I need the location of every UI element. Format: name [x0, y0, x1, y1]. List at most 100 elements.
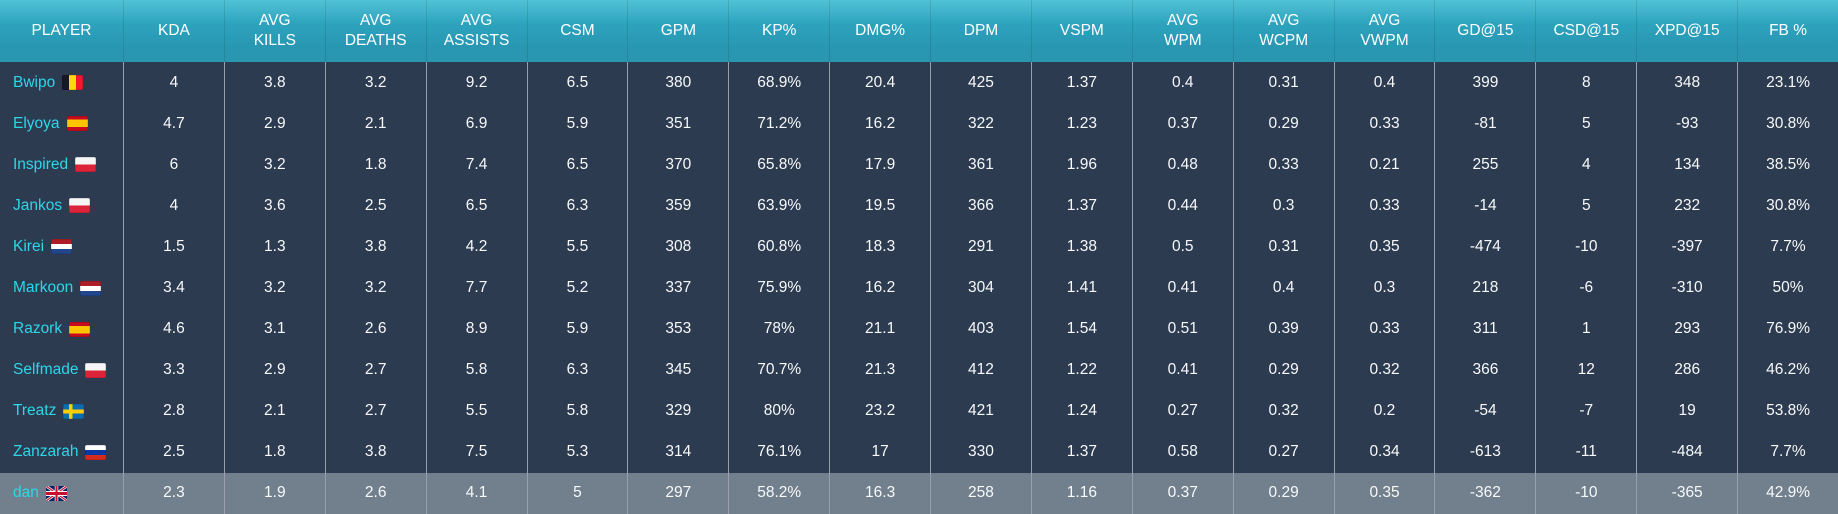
- cell-vspm: 1.37: [1030, 62, 1132, 104]
- cell-dpm: 330: [930, 431, 1031, 473]
- cell-dmg_pct: 17: [829, 431, 930, 473]
- cell-avg_wpm: 0.5: [1131, 226, 1233, 268]
- player-link[interactable]: Razork: [13, 320, 63, 338]
- player-link[interactable]: Bwipo: [13, 73, 56, 91]
- cell-kp_pct: 68.9%: [728, 62, 829, 104]
- player-link[interactable]: Markoon: [13, 279, 74, 297]
- column-header-kda[interactable]: KDA: [123, 0, 224, 62]
- column-header-fb_pct[interactable]: FB %: [1737, 0, 1838, 62]
- player-link[interactable]: dan: [13, 484, 39, 502]
- cell-dpm: 412: [930, 349, 1031, 391]
- cell-dmg_pct: 17.9: [829, 144, 930, 186]
- player-link[interactable]: Inspired: [13, 155, 69, 173]
- cell-vspm: 1.37: [1030, 185, 1132, 227]
- cell-avg_wpm: 0.51: [1131, 308, 1233, 350]
- player-link[interactable]: Kirei: [13, 237, 45, 255]
- cell-avg_wpm: 0.4: [1131, 62, 1233, 104]
- column-header-csm[interactable]: CSM: [526, 0, 628, 62]
- cell-avg_deaths: 2.1: [324, 103, 426, 145]
- cell-csd_at_15: 8: [1535, 62, 1636, 104]
- table-row: Elyoya 4.7 2.9 2.1 6.9 5.9 351 71.2% 16.2 322 1.23…: [0, 103, 1838, 145]
- cell-kp_pct: 65.8%: [728, 144, 829, 186]
- cell-avg_assists: 6.5: [425, 185, 527, 227]
- cell-gd_at_15: -613: [1434, 431, 1535, 473]
- table-row: Razork 4.6 3.1 2.6 8.9 5.9 353 78% 21.1 403 1.54 0.…: [0, 308, 1838, 350]
- cell-gd_at_15: -54: [1434, 390, 1535, 432]
- cell-gpm: 370: [627, 144, 728, 186]
- column-header-vspm[interactable]: VSPM: [1030, 0, 1132, 62]
- cell-kda: 3.4: [123, 267, 224, 309]
- column-header-csd_at_15[interactable]: CSD@15: [1535, 0, 1636, 62]
- column-header-kp_pct[interactable]: KP%: [728, 0, 829, 62]
- poland-flag-icon: [85, 362, 107, 378]
- cell-gd_at_15: -362: [1434, 472, 1535, 514]
- cell-csm: 6.3: [526, 349, 628, 391]
- cell-avg_vwpm: 0.34: [1333, 431, 1435, 473]
- cell-csd_at_15: -11: [1535, 431, 1636, 473]
- column-header-avg_assists[interactable]: AVG ASSISTS: [425, 0, 527, 62]
- column-header-dmg_pct[interactable]: DMG%: [829, 0, 930, 62]
- cell-avg_deaths: 2.6: [324, 308, 426, 350]
- cell-csm: 5.9: [526, 103, 628, 145]
- column-header-gpm[interactable]: GPM: [627, 0, 728, 62]
- cell-fb_pct: 30.8%: [1737, 185, 1838, 227]
- russia-flag-icon: [85, 444, 107, 460]
- column-header-avg_wcpm[interactable]: AVG WCPM: [1232, 0, 1334, 62]
- cell-csm: 5.9: [526, 308, 628, 350]
- cell-player: Markoon: [0, 267, 123, 308]
- column-header-avg_wpm[interactable]: AVG WPM: [1131, 0, 1233, 62]
- column-header-avg_vwpm[interactable]: AVG VWPM: [1333, 0, 1435, 62]
- cell-csd_at_15: 12: [1535, 349, 1636, 391]
- cell-kp_pct: 70.7%: [728, 349, 829, 391]
- column-header-player[interactable]: PLAYER: [31, 22, 92, 39]
- cell-kp_pct: 78%: [728, 308, 829, 350]
- cell-dpm: 361: [930, 144, 1031, 186]
- column-header-gd_at_15[interactable]: GD@15: [1434, 0, 1535, 62]
- column-header-avg_kills[interactable]: AVG KILLS: [223, 0, 325, 62]
- cell-gpm: 337: [627, 267, 728, 309]
- table-row: Jankos 4 3.6 2.5 6.5 6.3 359 63.9% 19.5 366 1.37 0.…: [0, 185, 1838, 227]
- cell-vspm: 1.22: [1030, 349, 1132, 391]
- cell-avg_kills: 3.6: [223, 185, 325, 227]
- column-header-xpd_at_15[interactable]: XPD@15: [1636, 0, 1737, 62]
- cell-avg_deaths: 2.6: [324, 472, 426, 514]
- cell-kda: 2.5: [123, 431, 224, 473]
- player-link[interactable]: Jankos: [13, 196, 63, 214]
- cell-avg_deaths: 2.7: [324, 349, 426, 391]
- cell-fb_pct: 42.9%: [1737, 472, 1838, 514]
- cell-avg_vwpm: 0.33: [1333, 103, 1435, 145]
- cell-xpd_at_15: -365: [1636, 472, 1737, 514]
- cell-xpd_at_15: 232: [1636, 185, 1737, 227]
- cell-vspm: 1.16: [1030, 472, 1132, 514]
- cell-fb_pct: 53.8%: [1737, 390, 1838, 432]
- cell-avg_kills: 3.1: [223, 308, 325, 350]
- cell-kp_pct: 60.8%: [728, 226, 829, 268]
- cell-csd_at_15: 5: [1535, 103, 1636, 145]
- cell-avg_kills: 2.1: [223, 390, 325, 432]
- cell-dmg_pct: 23.2: [829, 390, 930, 432]
- player-link[interactable]: Elyoya: [13, 114, 60, 132]
- cell-dmg_pct: 18.3: [829, 226, 930, 268]
- spain-flag-icon: [66, 116, 88, 132]
- cell-csm: 5.8: [526, 390, 628, 432]
- cell-avg_kills: 1.9: [223, 472, 325, 514]
- cell-avg_vwpm: 0.33: [1333, 308, 1435, 350]
- column-header-avg_deaths[interactable]: AVG DEATHS: [324, 0, 426, 62]
- cell-xpd_at_15: 293: [1636, 308, 1737, 350]
- cell-csm: 6.3: [526, 185, 628, 227]
- cell-dmg_pct: 16.3: [829, 472, 930, 514]
- cell-avg_assists: 7.5: [425, 431, 527, 473]
- cell-csm: 5: [526, 472, 628, 514]
- cell-avg_deaths: 3.8: [324, 226, 426, 268]
- cell-fb_pct: 46.2%: [1737, 349, 1838, 391]
- cell-avg_wcpm: 0.39: [1232, 308, 1334, 350]
- cell-avg_vwpm: 0.33: [1333, 185, 1435, 227]
- column-header-dpm[interactable]: DPM: [930, 0, 1031, 62]
- player-link[interactable]: Selfmade: [13, 361, 79, 379]
- cell-gd_at_15: 366: [1434, 349, 1535, 391]
- player-link[interactable]: Zanzarah: [13, 443, 79, 461]
- cell-csm: 5.3: [526, 431, 628, 473]
- player-link[interactable]: Treatz: [13, 402, 57, 420]
- cell-gpm: 308: [627, 226, 728, 268]
